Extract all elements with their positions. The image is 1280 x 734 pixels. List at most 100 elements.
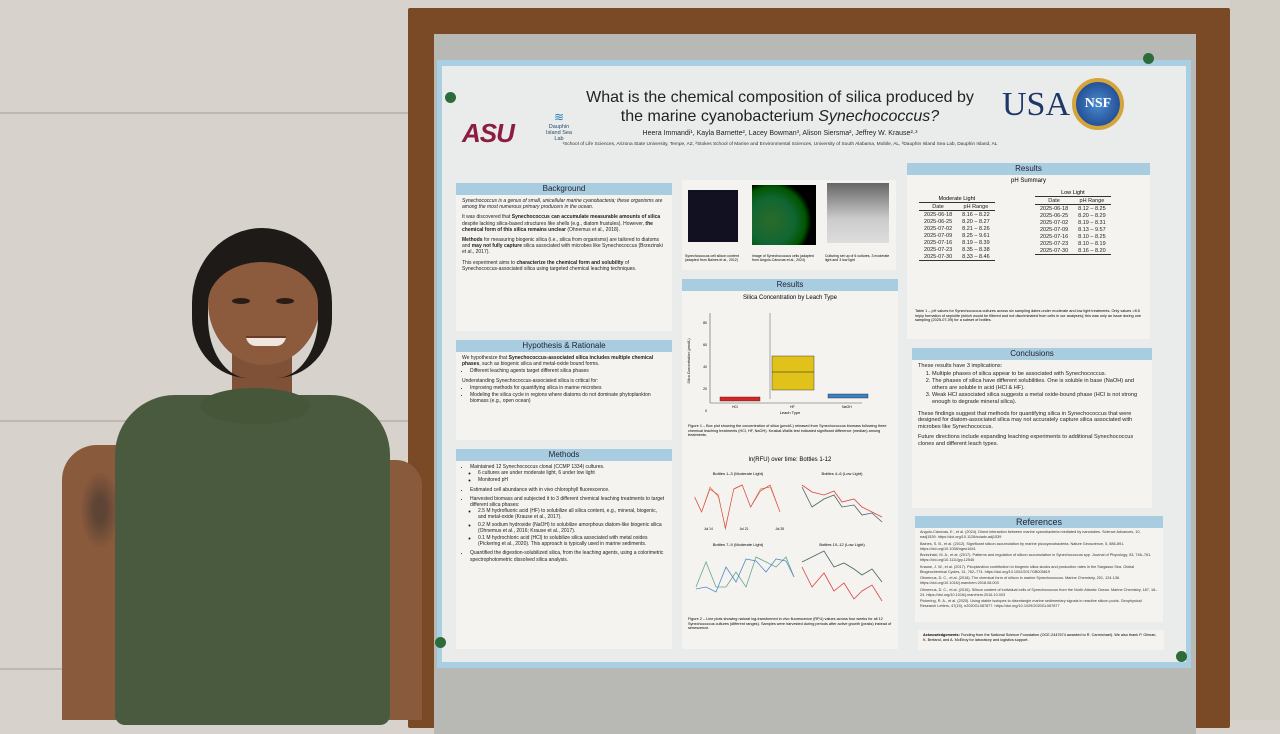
conclusions-section: Conclusions These results have 3 implica… — [912, 348, 1152, 508]
cell: 8.10 – 8.25 — [1078, 233, 1106, 240]
cell: 2025-07-02 — [1040, 219, 1069, 226]
reference: Krause, J. W., et al. (2017). Picoplankt… — [920, 564, 1135, 574]
text: Synechococcus-associated silica includes… — [462, 355, 654, 368]
tick: Jul 28 — [775, 527, 784, 531]
cell: 2025-07-30 — [924, 253, 953, 260]
paragraph: Synechococcus is a genus of small, unice… — [462, 198, 663, 211]
text: Maintained 12 Synechococcus clonal (CCMP… — [470, 464, 605, 470]
panel-title: Bottles 7–9 (Moderate Light) — [712, 542, 764, 547]
col: Date — [919, 202, 958, 211]
cell: 2025-07-30 — [1040, 247, 1069, 254]
pushpin — [1176, 651, 1187, 662]
table-row: 2025-07-30 8.16 – 8.20 — [1035, 247, 1111, 255]
x-tick: NaOH — [842, 405, 852, 409]
text: It was discovered that — [462, 214, 512, 221]
usa-logo: USA — [1002, 86, 1071, 123]
line-series — [801, 486, 883, 523]
smile — [246, 336, 286, 346]
bullet: Maintained 12 Synechococcus clonal (CCMP… — [470, 464, 666, 484]
tick: 0 — [705, 409, 707, 413]
cell: 8.16 – 8.20 — [1078, 247, 1106, 254]
bullet: 0.1 M hydrochloric acid (HCl) to solubil… — [478, 535, 666, 547]
cell: 8.21 – 8.26 — [962, 225, 990, 232]
results-right-section: Results pH Summary Moderate Light Date pH… — [907, 163, 1150, 339]
line-series — [801, 566, 883, 602]
text: may not fully capture — [471, 243, 523, 250]
cell: 8.19 – 8.31 — [1078, 219, 1106, 226]
paragraph: Methods for measuring biogenic silica (i… — [462, 237, 666, 256]
cell: 2025-06-25 — [924, 218, 953, 225]
box-hcl — [719, 396, 761, 402]
table-row: 2025-07-16 8.19 – 8.39 — [919, 239, 995, 246]
section-body: These results have 3 implications: Multi… — [912, 360, 1152, 455]
wall-right — [1230, 0, 1280, 720]
reference: Baines, S. B., et al. (2012). Significan… — [920, 541, 1125, 551]
table-row: 2025-07-09 8.13 – 9.57 — [1035, 226, 1111, 233]
paragraph: It was discovered that Synechococcus can… — [462, 214, 666, 233]
bullet: Harvested biomass and subjected it to 3 … — [470, 496, 666, 548]
table-header: Date pH Range — [1035, 196, 1111, 205]
affiliations: ¹School of Life Sciences, Arizona State … — [562, 142, 998, 147]
cell: 8.33 – 8.46 — [962, 253, 990, 260]
x-ticks: Jul 14 Jul 21 Jul 28 — [704, 527, 784, 531]
table-row: 2025-07-09 8.25 – 9.61 — [919, 232, 995, 239]
tick: 40 — [703, 365, 707, 369]
text: (Ohnemus et al., 2018). — [565, 226, 620, 233]
x-tick: HF — [790, 405, 795, 409]
line-series — [694, 484, 781, 529]
text: This experiment aims to — [462, 259, 517, 266]
panel-title: Bottles 1–3 (Moderate Light) — [712, 471, 764, 476]
title-genus: Synechococcus? — [818, 108, 940, 125]
boxplot-x-label: Leach Type — [779, 410, 801, 415]
cell: 2025-07-16 — [924, 239, 953, 246]
text: for measuring biogenic silica (i.e., sil… — [462, 237, 660, 250]
table-row: 2025-07-02 8.21 – 8.26 — [919, 225, 995, 232]
line-series — [801, 484, 883, 518]
methods-section: Methods Maintained 12 Synechococcus clon… — [456, 449, 672, 649]
pushpin — [435, 637, 446, 648]
paragraph: We hypothesize that Synechococcus-associ… — [462, 355, 666, 367]
culture-setup-image — [827, 183, 889, 243]
tick: 60 — [703, 343, 707, 347]
section-body: Synechococcus is a genus of small, unice… — [456, 195, 672, 279]
implication: The phases of silica have different solu… — [932, 378, 1146, 391]
table-row: 2025-06-18 8.16 – 8.22 — [919, 211, 995, 219]
title-line-2: the marine cyanobacterium Synechococcus? — [565, 107, 995, 126]
paragraph: These results have 3 implications: — [918, 363, 1003, 369]
paragraph: These findings suggest that methods for … — [918, 410, 1133, 430]
title-line-1: What is the chemical composition of sili… — [586, 89, 974, 106]
text: Methods — [462, 237, 483, 244]
table-title: pH Summary — [1010, 178, 1046, 184]
line-series — [694, 484, 781, 531]
cell: 2025-07-23 — [1040, 240, 1069, 247]
paragraph: This experiment aims to characterize the… — [462, 260, 666, 272]
text: , such as biogenic silica and metal-oxid… — [479, 361, 600, 368]
line-series — [801, 550, 883, 583]
cell: 8.20 – 8.29 — [1078, 212, 1106, 219]
cell: 2025-06-18 — [924, 211, 953, 218]
bullet: Quantified the digestion-solubilized sil… — [470, 550, 666, 562]
table-label: Moderate Light — [938, 196, 976, 202]
bullet: Estimated cell abundance with in vivo ch… — [470, 487, 666, 493]
pushpin — [445, 92, 456, 103]
cell: 2025-06-25 — [1040, 212, 1069, 219]
table-row: 2025-06-25 8.20 – 8.27 — [919, 218, 995, 225]
table-row: 2025-06-18 8.12 – 8.25 — [1035, 205, 1111, 213]
asu-logo: ASU — [462, 118, 515, 148]
line-series — [695, 556, 795, 588]
reference: Ohnemus, D. C., et al. (2018). The chemi… — [920, 576, 1121, 585]
silicon-content-image — [688, 190, 738, 242]
col: pH Range — [1073, 196, 1111, 205]
paragraph: Future directions include expanding leac… — [918, 434, 1134, 447]
cell: 2025-07-09 — [1040, 226, 1069, 233]
hypothesis-section: Hypothesis & Rationale We hypothesize th… — [456, 340, 672, 440]
image-caption: Synechococcus cell silicon content (adap… — [685, 254, 739, 262]
text: Synechococcus can accumulate measurable … — [511, 214, 661, 221]
reference: Angulo-Cánovas, E., et al. (2024). Direc… — [920, 530, 1141, 539]
section-heading: Results — [682, 279, 898, 291]
table-caption: Table 1 – pH values for Synechococcus cu… — [915, 309, 1142, 323]
box-naoh — [827, 393, 869, 399]
text: We hypothesize that — [462, 355, 509, 361]
reference: Pickering, R. A., et al. (2020). Using s… — [920, 599, 1142, 608]
references-section: References Angulo-Cánovas, E., et al. (2… — [915, 516, 1163, 622]
